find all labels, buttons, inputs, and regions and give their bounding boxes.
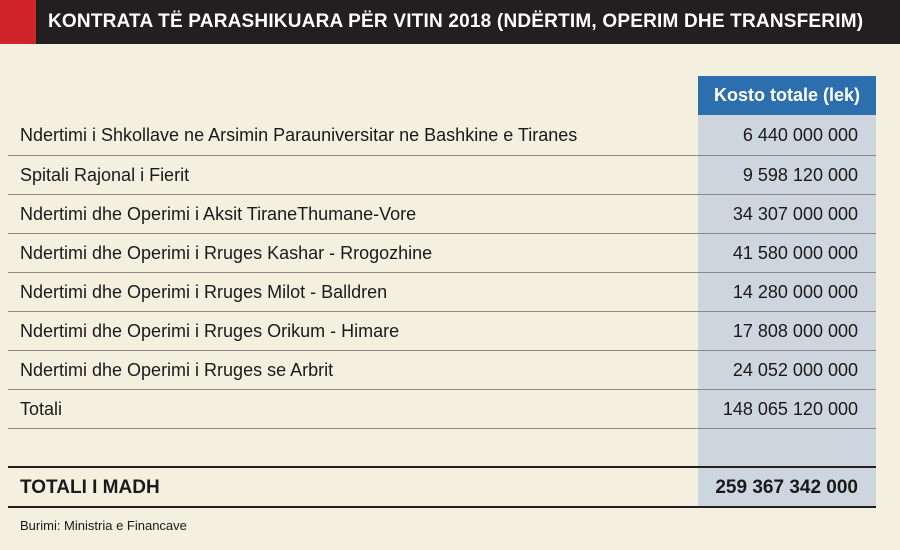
- table-row: Ndertimi dhe Operimi i Rruges Orikum - H…: [0, 312, 876, 351]
- row-label: Ndertimi dhe Operimi i Rruges Kashar - R…: [20, 243, 433, 263]
- table-row-total: Totali 148 065 120 000: [0, 390, 876, 429]
- source-note: Burimi: Ministria e Financave: [20, 518, 187, 533]
- row-value: 14 280 000 000: [732, 282, 858, 302]
- row-value: 34 307 000 000: [732, 204, 858, 224]
- grand-total-bottom-divider: [8, 506, 876, 508]
- header-bar: KONTRATA TË PARASHIKUARA PËR VITIN 2018 …: [0, 0, 900, 44]
- row-label: Ndertimi dhe Operimi i Aksit TiraneThuma…: [20, 204, 417, 224]
- row-divider: [8, 272, 876, 273]
- accent-block: [0, 0, 36, 44]
- row-label: Ndertimi dhe Operimi i Rruges se Arbrit: [20, 360, 334, 380]
- table-row: Ndertimi dhe Operimi i Aksit TiraneThuma…: [0, 195, 876, 234]
- row-divider: [8, 233, 876, 234]
- grand-total-divider: [8, 466, 876, 468]
- row-label: Ndertimi dhe Operimi i Rruges Milot - Ba…: [20, 282, 388, 302]
- grand-total-value: 259 367 342 000: [715, 477, 858, 498]
- row-label: Ndertimi i Shkollave ne Arsimin Parauniv…: [20, 125, 578, 145]
- row-divider: [8, 155, 876, 156]
- value-column-bg: [698, 115, 876, 467]
- table-row-grand-total: TOTALI I MADH 259 367 342 000: [0, 468, 876, 507]
- row-value: 17 808 000 000: [732, 321, 858, 341]
- row-label: Totali: [20, 399, 63, 419]
- page-title: KONTRATA TË PARASHIKUARA PËR VITIN 2018 …: [48, 11, 864, 32]
- table-row: Ndertimi dhe Operimi i Rruges Milot - Ba…: [0, 273, 876, 312]
- row-value: 41 580 000 000: [732, 243, 858, 263]
- table-row: Ndertimi i Shkollave ne Arsimin Parauniv…: [0, 116, 876, 155]
- grand-total-label: TOTALI I MADH: [20, 477, 160, 498]
- row-value: 9 598 120 000: [742, 165, 858, 185]
- row-divider: [8, 389, 876, 390]
- column-header-cost: Kosto totale (lek): [698, 76, 876, 115]
- table-row: Spitali Rajonal i Fierit 9 598 120 000: [0, 156, 876, 195]
- grand-total-value-bg: [698, 467, 876, 507]
- row-value: 6 440 000 000: [742, 125, 858, 145]
- row-divider: [8, 194, 876, 195]
- row-divider: [8, 428, 876, 429]
- row-value: 148 065 120 000: [722, 399, 858, 419]
- row-divider: [8, 350, 876, 351]
- row-divider: [8, 311, 876, 312]
- row-value: 24 052 000 000: [732, 360, 858, 380]
- table-row: Ndertimi dhe Operimi i Rruges Kashar - R…: [0, 234, 876, 273]
- row-label: Ndertimi dhe Operimi i Rruges Orikum - H…: [20, 321, 400, 341]
- table-row: Ndertimi dhe Operimi i Rruges se Arbrit …: [0, 351, 876, 390]
- row-label: Spitali Rajonal i Fierit: [20, 165, 190, 185]
